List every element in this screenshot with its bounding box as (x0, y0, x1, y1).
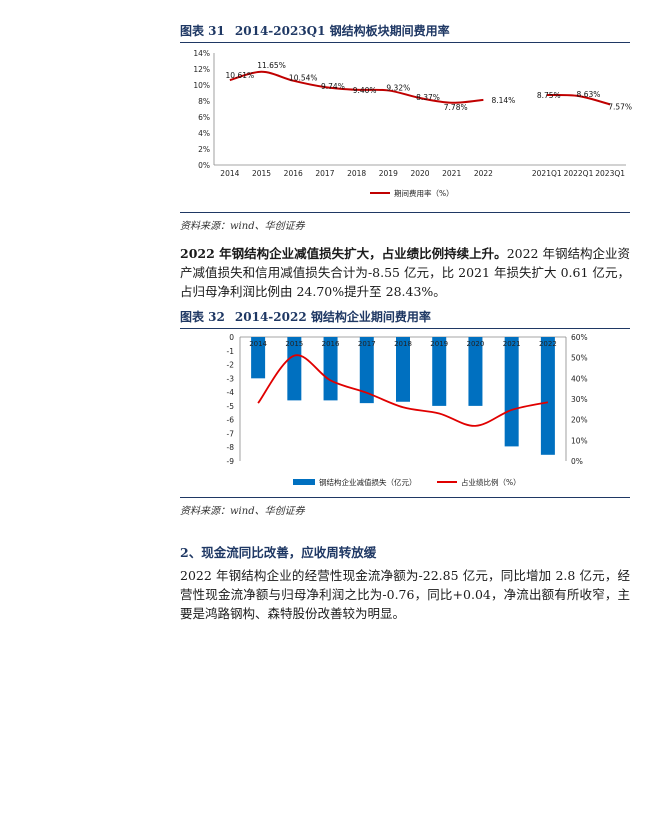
bar (323, 337, 338, 401)
x-tick-label: 2019 (430, 340, 448, 348)
legend-label: 期间费用率（%） (394, 188, 454, 198)
bar (540, 337, 555, 455)
data-label: 8.37% (416, 93, 440, 102)
y-right-tick-label: 30% (571, 395, 588, 404)
legend-label-bar: 钢结构企业减值损失（亿元） (319, 477, 417, 487)
figure-32-caption: 2014-2022 钢结构企业期间费用率 (234, 310, 431, 324)
figure-32-source: 资料来源：wind、华创证券 (180, 497, 630, 517)
bar (359, 337, 374, 404)
y-left-tick-label: -5 (227, 402, 235, 411)
x-tick-label: 2023Q1 (595, 169, 625, 178)
x-tick-label: 2022 (474, 169, 493, 178)
y-left-tick-label: -7 (227, 429, 235, 438)
bar (396, 337, 410, 402)
y-left-tick-label: -9 (227, 457, 235, 466)
y-tick-label: 2% (198, 145, 210, 154)
x-tick-label: 2016 (322, 340, 340, 348)
chart-32: 0 -1 -2 -3 -4 -5 -6 -7 -8 -9 0% 10% 20% 30% 40% 50% 60% 2… (227, 333, 588, 487)
figure-32-title: 图表 32 2014-2022 钢结构企业期间费用率 (180, 308, 630, 329)
data-label: 8.75% (537, 91, 561, 100)
y-right-tick-label: 20% (571, 416, 588, 425)
bar (504, 337, 519, 447)
x-tick-label: 2021 (442, 169, 461, 178)
x-tick-label: 2020 (410, 169, 429, 178)
x-tick-label: 2018 (347, 169, 366, 178)
figure-31-number: 图表 31 (180, 24, 225, 38)
x-tick-label: 2015 (285, 340, 303, 348)
x-tick-label: 2020 (467, 340, 485, 348)
x-tick-label: 2014 (249, 340, 267, 348)
x-tick-label: 2018 (394, 340, 412, 348)
data-label: 7.57% (608, 102, 632, 111)
x-tick-label: 2015 (252, 169, 271, 178)
data-label: 8.14% (491, 96, 515, 105)
paragraph-impairment: 2022 年钢结构企业减值损失扩大，占业绩比例持续上升。2022 年钢结构企业资… (180, 244, 630, 301)
y-right-tick-label: 0% (571, 457, 583, 466)
data-label: 9.32% (386, 83, 410, 92)
data-label: 11.65% (257, 61, 286, 70)
series-line (229, 70, 484, 104)
y-tick-label: 0% (198, 161, 210, 170)
paragraph-impairment-lead: 2022 年钢结构企业减值损失扩大，占业绩比例持续上升。 (180, 246, 507, 261)
bar (251, 337, 266, 379)
legend-swatch-bar (293, 479, 315, 485)
x-tick-label: 2016 (284, 169, 303, 178)
y-tick-label: 12% (193, 65, 210, 74)
bar (468, 337, 483, 406)
x-tick-label: 2022 (539, 340, 557, 348)
y-tick-label: 4% (198, 129, 210, 138)
data-label: 9.40% (353, 86, 377, 95)
y-left-tick-label: -2 (227, 361, 235, 370)
legend-label-line: 占业绩比例（%） (461, 477, 521, 487)
y-right-tick-label: 50% (571, 354, 588, 363)
x-tick-label: 2014 (220, 169, 239, 178)
x-tick-label: 2022Q1 (564, 169, 594, 178)
y-left-tick-label: -4 (227, 388, 235, 397)
data-label: 9.74% (321, 82, 345, 91)
bar (432, 337, 447, 406)
paragraph-impairment-text: 2022 年钢结构企业减值损失扩大，占业绩比例持续上升。2022 年钢结构企业资… (180, 246, 630, 299)
y-left-tick-label: -1 (227, 347, 235, 356)
y-left-tick-label: -8 (227, 443, 235, 452)
x-tick-label: 2021Q1 (532, 169, 562, 178)
y-left-tick-label: -3 (227, 374, 235, 383)
paragraph-impairment-body: 2022 年钢结构企业资产减值损失和信用减值损失合计为-8.55 亿元，比 20… (180, 246, 630, 299)
figure-31-title: 图表 31 2014-2023Q1 钢结构板块期间费用率 (180, 22, 630, 43)
chart-31: 0% 2% 4% 6% 8% 10% 12% 14% 2014 2015 2016 2017 2018 2… (193, 49, 632, 198)
figure-31-caption: 2014-2023Q1 钢结构板块期间费用率 (234, 24, 450, 38)
series-line (546, 93, 611, 106)
x-tick-label: 2017 (358, 340, 376, 348)
y-left-tick-label: 0 (229, 333, 234, 342)
section-heading: 2、现金流同比改善，应收周转放缓 (180, 545, 377, 560)
y-tick-label: 6% (198, 113, 210, 122)
y-tick-label: 14% (193, 49, 210, 58)
y-tick-label: 10% (193, 81, 210, 90)
bar (287, 337, 302, 401)
figure-32-number: 图表 32 (180, 310, 225, 324)
x-tick-label: 2019 (379, 169, 398, 178)
y-right-tick-label: 60% (571, 333, 588, 342)
y-left-tick-label: -6 (227, 416, 235, 425)
y-tick-label: 8% (198, 97, 210, 106)
data-label: 8.63% (577, 90, 601, 99)
paragraph-cashflow: 2022 年钢结构企业的经营性现金流净额为-22.85 亿元，同比增加 2.8 … (180, 568, 630, 621)
x-tick-label: 2017 (315, 169, 334, 178)
x-tick-label: 2021 (503, 340, 521, 348)
data-label: 10.61% (226, 71, 255, 80)
data-label: 7.78% (444, 103, 468, 112)
data-label: 10.54% (289, 74, 318, 83)
ratio-line (257, 354, 549, 427)
y-right-tick-label: 10% (571, 436, 588, 445)
figure-31-source: 资料来源：wind、华创证券 (180, 212, 630, 232)
y-right-tick-label: 40% (571, 374, 588, 383)
